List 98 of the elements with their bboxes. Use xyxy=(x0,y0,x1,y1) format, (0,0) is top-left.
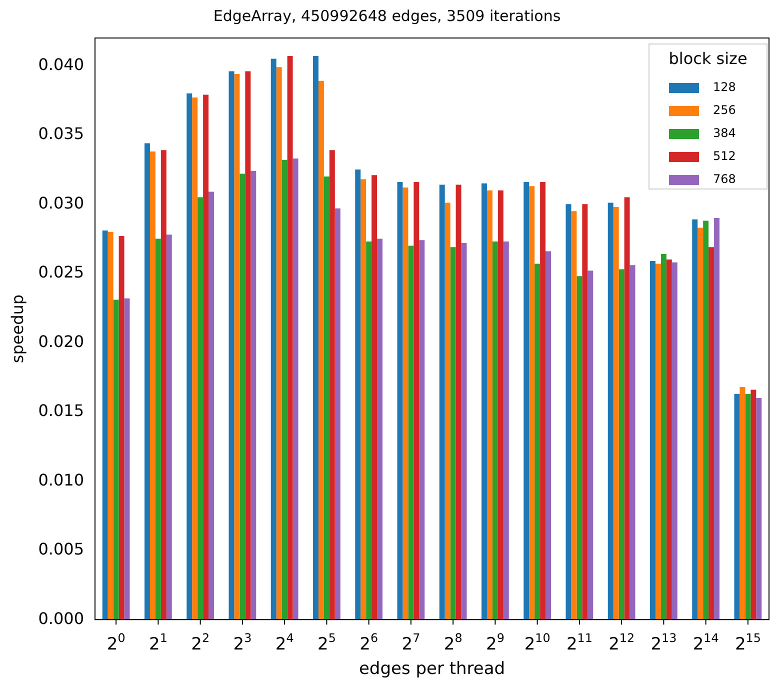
bar xyxy=(482,183,487,620)
bar xyxy=(324,176,330,620)
bar xyxy=(108,232,114,620)
bar xyxy=(660,254,666,620)
bar xyxy=(708,247,714,620)
bar xyxy=(450,247,456,620)
bar xyxy=(666,260,672,620)
bar xyxy=(608,202,614,620)
bar xyxy=(282,160,288,620)
bar xyxy=(245,71,251,620)
bar xyxy=(203,94,209,620)
bar xyxy=(208,192,214,620)
legend-title: block size xyxy=(668,49,748,68)
bar xyxy=(492,242,498,620)
bar xyxy=(155,238,161,620)
bar xyxy=(740,386,746,620)
bar xyxy=(355,170,361,620)
bar xyxy=(276,67,282,620)
bar xyxy=(703,220,709,620)
legend-label: 384 xyxy=(713,126,736,140)
bar xyxy=(419,240,425,620)
bar xyxy=(582,204,588,620)
bar xyxy=(650,260,656,620)
bar xyxy=(618,269,624,620)
bar xyxy=(498,190,504,620)
y-tick-label: 0.030 xyxy=(38,193,84,212)
bar xyxy=(292,158,298,620)
bar xyxy=(588,270,594,620)
bar xyxy=(329,150,335,620)
bar xyxy=(524,182,530,620)
bar xyxy=(576,276,582,620)
bar xyxy=(698,228,704,620)
bar xyxy=(750,390,756,620)
bar xyxy=(439,184,445,620)
bar xyxy=(461,242,467,620)
bar xyxy=(234,74,240,620)
bar xyxy=(113,300,119,620)
x-axis-title: edges per thread xyxy=(358,659,506,680)
bar xyxy=(540,182,546,620)
bar xyxy=(692,219,698,620)
chart-title: EdgeArray, 450992648 edges, 3509 iterations xyxy=(213,6,561,25)
bar xyxy=(529,186,535,620)
bar xyxy=(118,236,124,620)
bar xyxy=(534,264,540,620)
y-tick-label: 0.010 xyxy=(38,470,84,490)
y-tick-label: 0.015 xyxy=(38,401,84,420)
legend-label: 512 xyxy=(713,149,736,164)
bar xyxy=(714,218,720,620)
y-tick-label: 0.020 xyxy=(38,332,84,351)
y-tick-label: 0.005 xyxy=(38,540,84,559)
bar xyxy=(503,242,509,620)
bar xyxy=(624,197,630,620)
bar xyxy=(150,152,156,620)
bar xyxy=(377,238,383,620)
y-axis-title: speedup xyxy=(8,294,27,364)
legend-label: 256 xyxy=(713,103,736,118)
bar xyxy=(444,202,450,620)
y-tick-label: 0.035 xyxy=(38,124,84,144)
bar xyxy=(566,204,572,620)
bar xyxy=(250,170,256,620)
y-tick-label: 0.040 xyxy=(38,54,84,74)
bar xyxy=(372,175,378,620)
bar xyxy=(397,182,403,620)
bar xyxy=(630,265,636,620)
bar xyxy=(166,234,172,620)
bar xyxy=(456,184,462,620)
bar xyxy=(102,230,108,620)
bar xyxy=(313,56,318,620)
bar xyxy=(655,264,661,620)
bar xyxy=(613,206,619,620)
bar xyxy=(192,98,198,620)
bar xyxy=(402,188,408,620)
bar xyxy=(672,262,678,620)
bar xyxy=(756,398,762,620)
bar xyxy=(124,298,130,620)
bar xyxy=(160,150,166,620)
bar xyxy=(745,394,751,620)
legend-label: 128 xyxy=(713,80,736,94)
bar xyxy=(334,208,340,620)
bar xyxy=(734,394,740,620)
bar xyxy=(366,242,372,620)
bar xyxy=(318,80,324,620)
legend-label: 768 xyxy=(713,172,736,186)
bar xyxy=(486,190,492,620)
bar xyxy=(408,246,414,620)
bar xyxy=(186,93,192,620)
bar xyxy=(198,197,204,620)
bar xyxy=(571,211,577,620)
bar xyxy=(144,143,150,620)
bar xyxy=(240,174,246,620)
bar xyxy=(546,251,552,620)
bar xyxy=(270,58,276,620)
bar xyxy=(228,71,234,620)
bar xyxy=(360,179,366,620)
y-tick-label: 0.000 xyxy=(38,608,84,628)
bar xyxy=(414,182,420,620)
bar xyxy=(287,56,293,620)
y-tick-label: 0.025 xyxy=(38,262,84,282)
